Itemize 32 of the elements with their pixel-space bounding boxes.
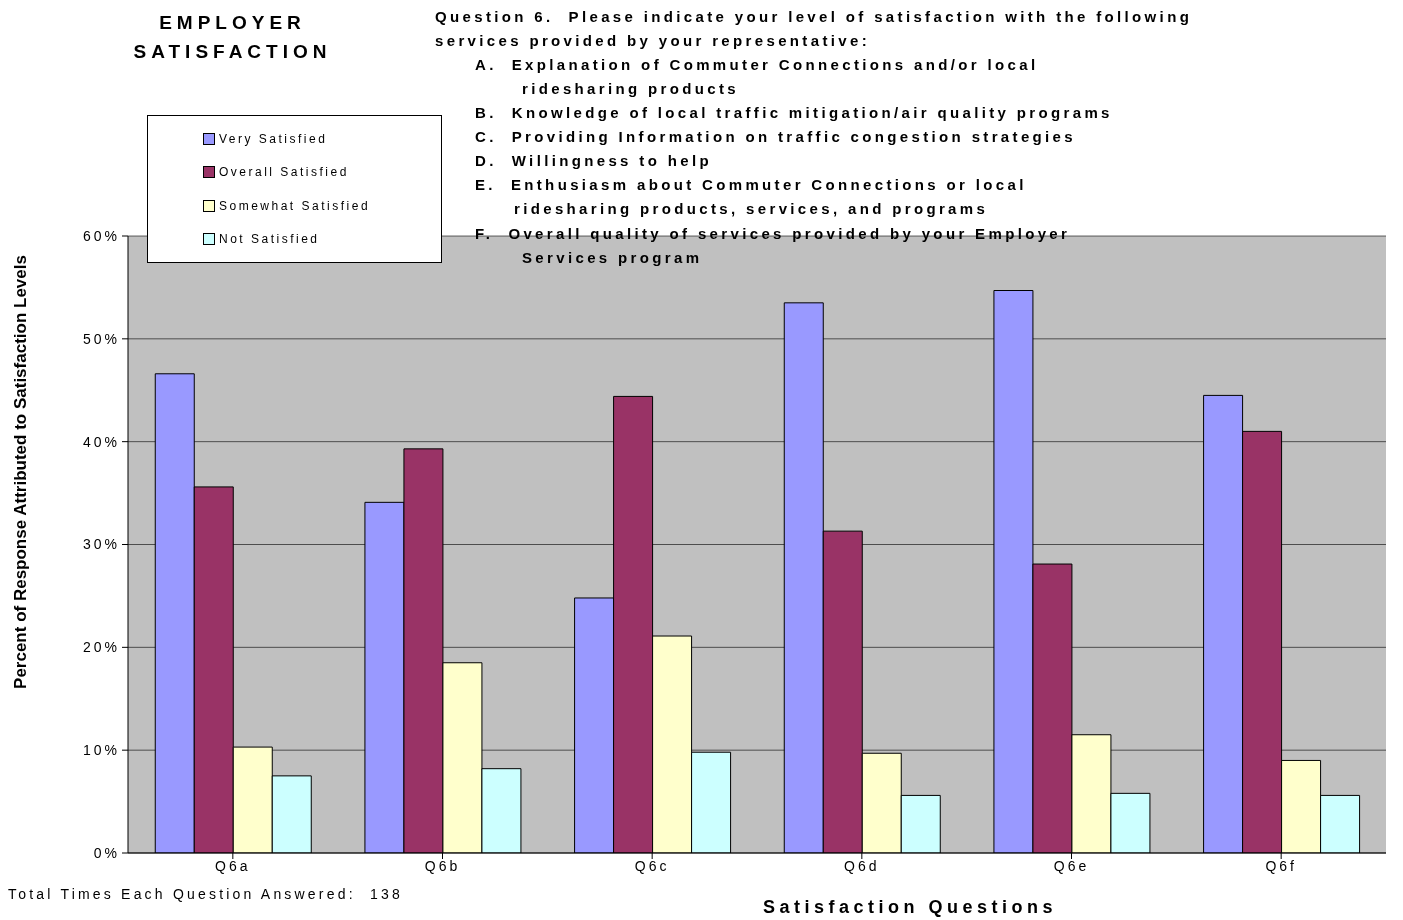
legend-label: Very Satisfied bbox=[218, 130, 329, 148]
text: Question 6. Please indicate your level of satisfaction with the following bbox=[435, 8, 1193, 25]
x-tick-label: Q6c bbox=[634, 857, 670, 874]
y-tick-label: 20% bbox=[82, 639, 120, 656]
text: ridesharing products bbox=[522, 80, 740, 97]
x-tick-label: Q6b bbox=[424, 857, 461, 874]
legend-label: Somewhat Satisfied bbox=[218, 197, 372, 215]
x-tick-label: Q6a bbox=[215, 857, 251, 874]
x-tick-label: Q6e bbox=[1053, 857, 1090, 874]
annotation: Services program bbox=[522, 249, 703, 266]
chart-title: EMPLOYER SATISFACTION bbox=[132, 11, 333, 64]
legend-label: Not Satisfied bbox=[218, 231, 321, 249]
text: E. Enthusiasm about Commuter Connections or local bbox=[475, 176, 1027, 193]
y-tick-label: 30% bbox=[82, 536, 120, 553]
text: Total Times Each Question Answered: 138 bbox=[8, 886, 403, 902]
y-tick-label: 40% bbox=[82, 433, 120, 450]
y-tick-label: 60% bbox=[82, 227, 120, 244]
y-tick-label: 0% bbox=[93, 844, 120, 861]
x-tick-label: Q6f bbox=[1265, 857, 1297, 874]
y-tick-label: 10% bbox=[82, 742, 120, 759]
y-axis-title: Percent of Response Attributed to Satisfaction Levels bbox=[11, 255, 31, 689]
x-tick-label: Q6d bbox=[844, 857, 880, 874]
text: ridesharing products, services, and programs bbox=[514, 200, 989, 217]
annotation: F. Overall quality of services provided by your Employer bbox=[475, 225, 1071, 242]
text: services provided by your representative: bbox=[435, 32, 870, 49]
text: D. Willingness to help bbox=[475, 152, 712, 169]
y-tick-label: 50% bbox=[82, 330, 120, 347]
text: A. Explanation of Commuter Connections and/or local bbox=[475, 56, 1039, 73]
x-axis-title: Satisfaction Questions bbox=[761, 897, 1058, 918]
legend-label: Overall Satisfied bbox=[218, 164, 350, 182]
text: C. Providing Information on traffic congestion strategies bbox=[475, 128, 1077, 145]
text: B. Knowledge of local traffic mitigation/air quality programs bbox=[475, 104, 1113, 121]
